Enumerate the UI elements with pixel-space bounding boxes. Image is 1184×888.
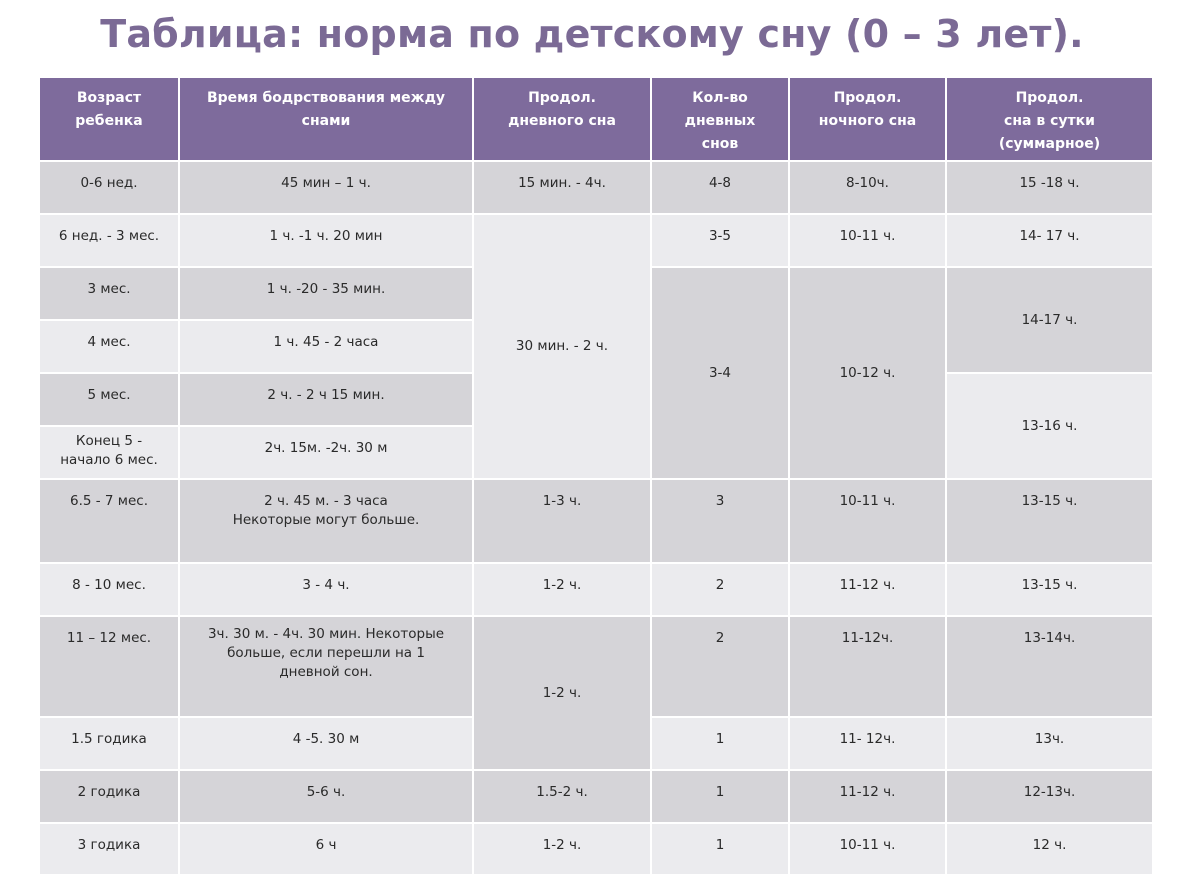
night-sleep-cell: 11-12 ч. <box>790 564 947 617</box>
header-wake-time: Время бодрствования между снами <box>180 78 474 162</box>
nap-count-cell: 1 <box>652 824 790 876</box>
wake-time-cell: 2 ч. 45 м. - 3 часа Некоторые могут боль… <box>180 480 474 564</box>
age-cell: 6 нед. - 3 мес. <box>40 215 180 268</box>
header-nap-count: Кол-во дневных снов <box>652 78 790 162</box>
total-sleep-cell: 13-15 ч. <box>947 480 1154 564</box>
age-cell: 6.5 - 7 мес. <box>40 480 180 564</box>
wake-time-cell: 3ч. 30 м. - 4ч. 30 мин. Некоторые больше… <box>180 617 474 718</box>
total-sleep-cell: 14-17 ч. <box>947 268 1154 374</box>
age-cell: 3 годика <box>40 824 180 876</box>
age-cell: 8 - 10 мес. <box>40 564 180 617</box>
total-sleep-cell: 15 -18 ч. <box>947 162 1154 215</box>
total-sleep-cell: 14- 17 ч. <box>947 215 1154 268</box>
night-sleep-cell: 8-10ч. <box>790 162 947 215</box>
total-sleep-cell: 13-15 ч. <box>947 564 1154 617</box>
nap-count-cell: 3 <box>652 480 790 564</box>
night-sleep-cell: 10-12 ч. <box>790 268 947 480</box>
age-cell: Конец 5 - начало 6 мес. <box>40 427 180 480</box>
wake-time-cell: 2 ч. - 2 ч 15 мин. <box>180 374 474 427</box>
age-cell: 11 – 12 мес. <box>40 617 180 718</box>
day-sleep-cell: 15 мин. - 4ч. <box>474 162 652 215</box>
wake-time-cell: 3 - 4 ч. <box>180 564 474 617</box>
wake-time-cell: 2ч. 15м. -2ч. 30 м <box>180 427 474 480</box>
night-sleep-cell: 10-11 ч. <box>790 824 947 876</box>
wake-time-cell: 1 ч. -1 ч. 20 мин <box>180 215 474 268</box>
night-sleep-cell: 11-12ч. <box>790 617 947 718</box>
nap-count-cell: 3-5 <box>652 215 790 268</box>
age-cell: 0-6 нед. <box>40 162 180 215</box>
header-night-sleep: Продол. ночного сна <box>790 78 947 162</box>
wake-time-cell: 6 ч <box>180 824 474 876</box>
sleep-norms-table: Возраст ребенка Время бодрствования межд… <box>40 78 1154 876</box>
night-sleep-cell: 11- 12ч. <box>790 718 947 771</box>
day-sleep-cell: 1-2 ч. <box>474 824 652 876</box>
wake-time-cell: 1 ч. 45 - 2 часа <box>180 321 474 374</box>
total-sleep-cell: 12-13ч. <box>947 771 1154 824</box>
nap-count-cell: 4-8 <box>652 162 790 215</box>
day-sleep-cell: 1-3 ч. <box>474 480 652 564</box>
day-sleep-cell: 1.5-2 ч. <box>474 771 652 824</box>
nap-count-cell: 3-4 <box>652 268 790 480</box>
total-sleep-cell: 13-16 ч. <box>947 374 1154 480</box>
page-title: Таблица: норма по детскому сну (0 – 3 ле… <box>100 12 1084 56</box>
nap-count-cell: 1 <box>652 771 790 824</box>
total-sleep-cell: 12 ч. <box>947 824 1154 876</box>
age-cell: 1.5 годика <box>40 718 180 771</box>
age-cell: 5 мес. <box>40 374 180 427</box>
total-sleep-cell: 13-14ч. <box>947 617 1154 718</box>
wake-time-cell: 1 ч. -20 - 35 мин. <box>180 268 474 321</box>
day-sleep-cell: 30 мин. - 2 ч. <box>474 215 652 480</box>
nap-count-cell: 1 <box>652 718 790 771</box>
day-sleep-cell: 1-2 ч. <box>474 617 652 771</box>
night-sleep-cell: 10-11 ч. <box>790 215 947 268</box>
nap-count-cell: 2 <box>652 564 790 617</box>
header-total-sleep: Продол. сна в сутки (суммарное) <box>947 78 1154 162</box>
night-sleep-cell: 10-11 ч. <box>790 480 947 564</box>
age-cell: 2 годика <box>40 771 180 824</box>
age-cell: 4 мес. <box>40 321 180 374</box>
header-day-sleep: Продол. дневного сна <box>474 78 652 162</box>
day-sleep-cell: 1-2 ч. <box>474 564 652 617</box>
age-cell: 3 мес. <box>40 268 180 321</box>
night-sleep-cell: 11-12 ч. <box>790 771 947 824</box>
wake-time-cell: 45 мин – 1 ч. <box>180 162 474 215</box>
header-age: Возраст ребенка <box>40 78 180 162</box>
wake-time-cell: 5-6 ч. <box>180 771 474 824</box>
nap-count-cell: 2 <box>652 617 790 718</box>
wake-time-cell: 4 -5. 30 м <box>180 718 474 771</box>
total-sleep-cell: 13ч. <box>947 718 1154 771</box>
